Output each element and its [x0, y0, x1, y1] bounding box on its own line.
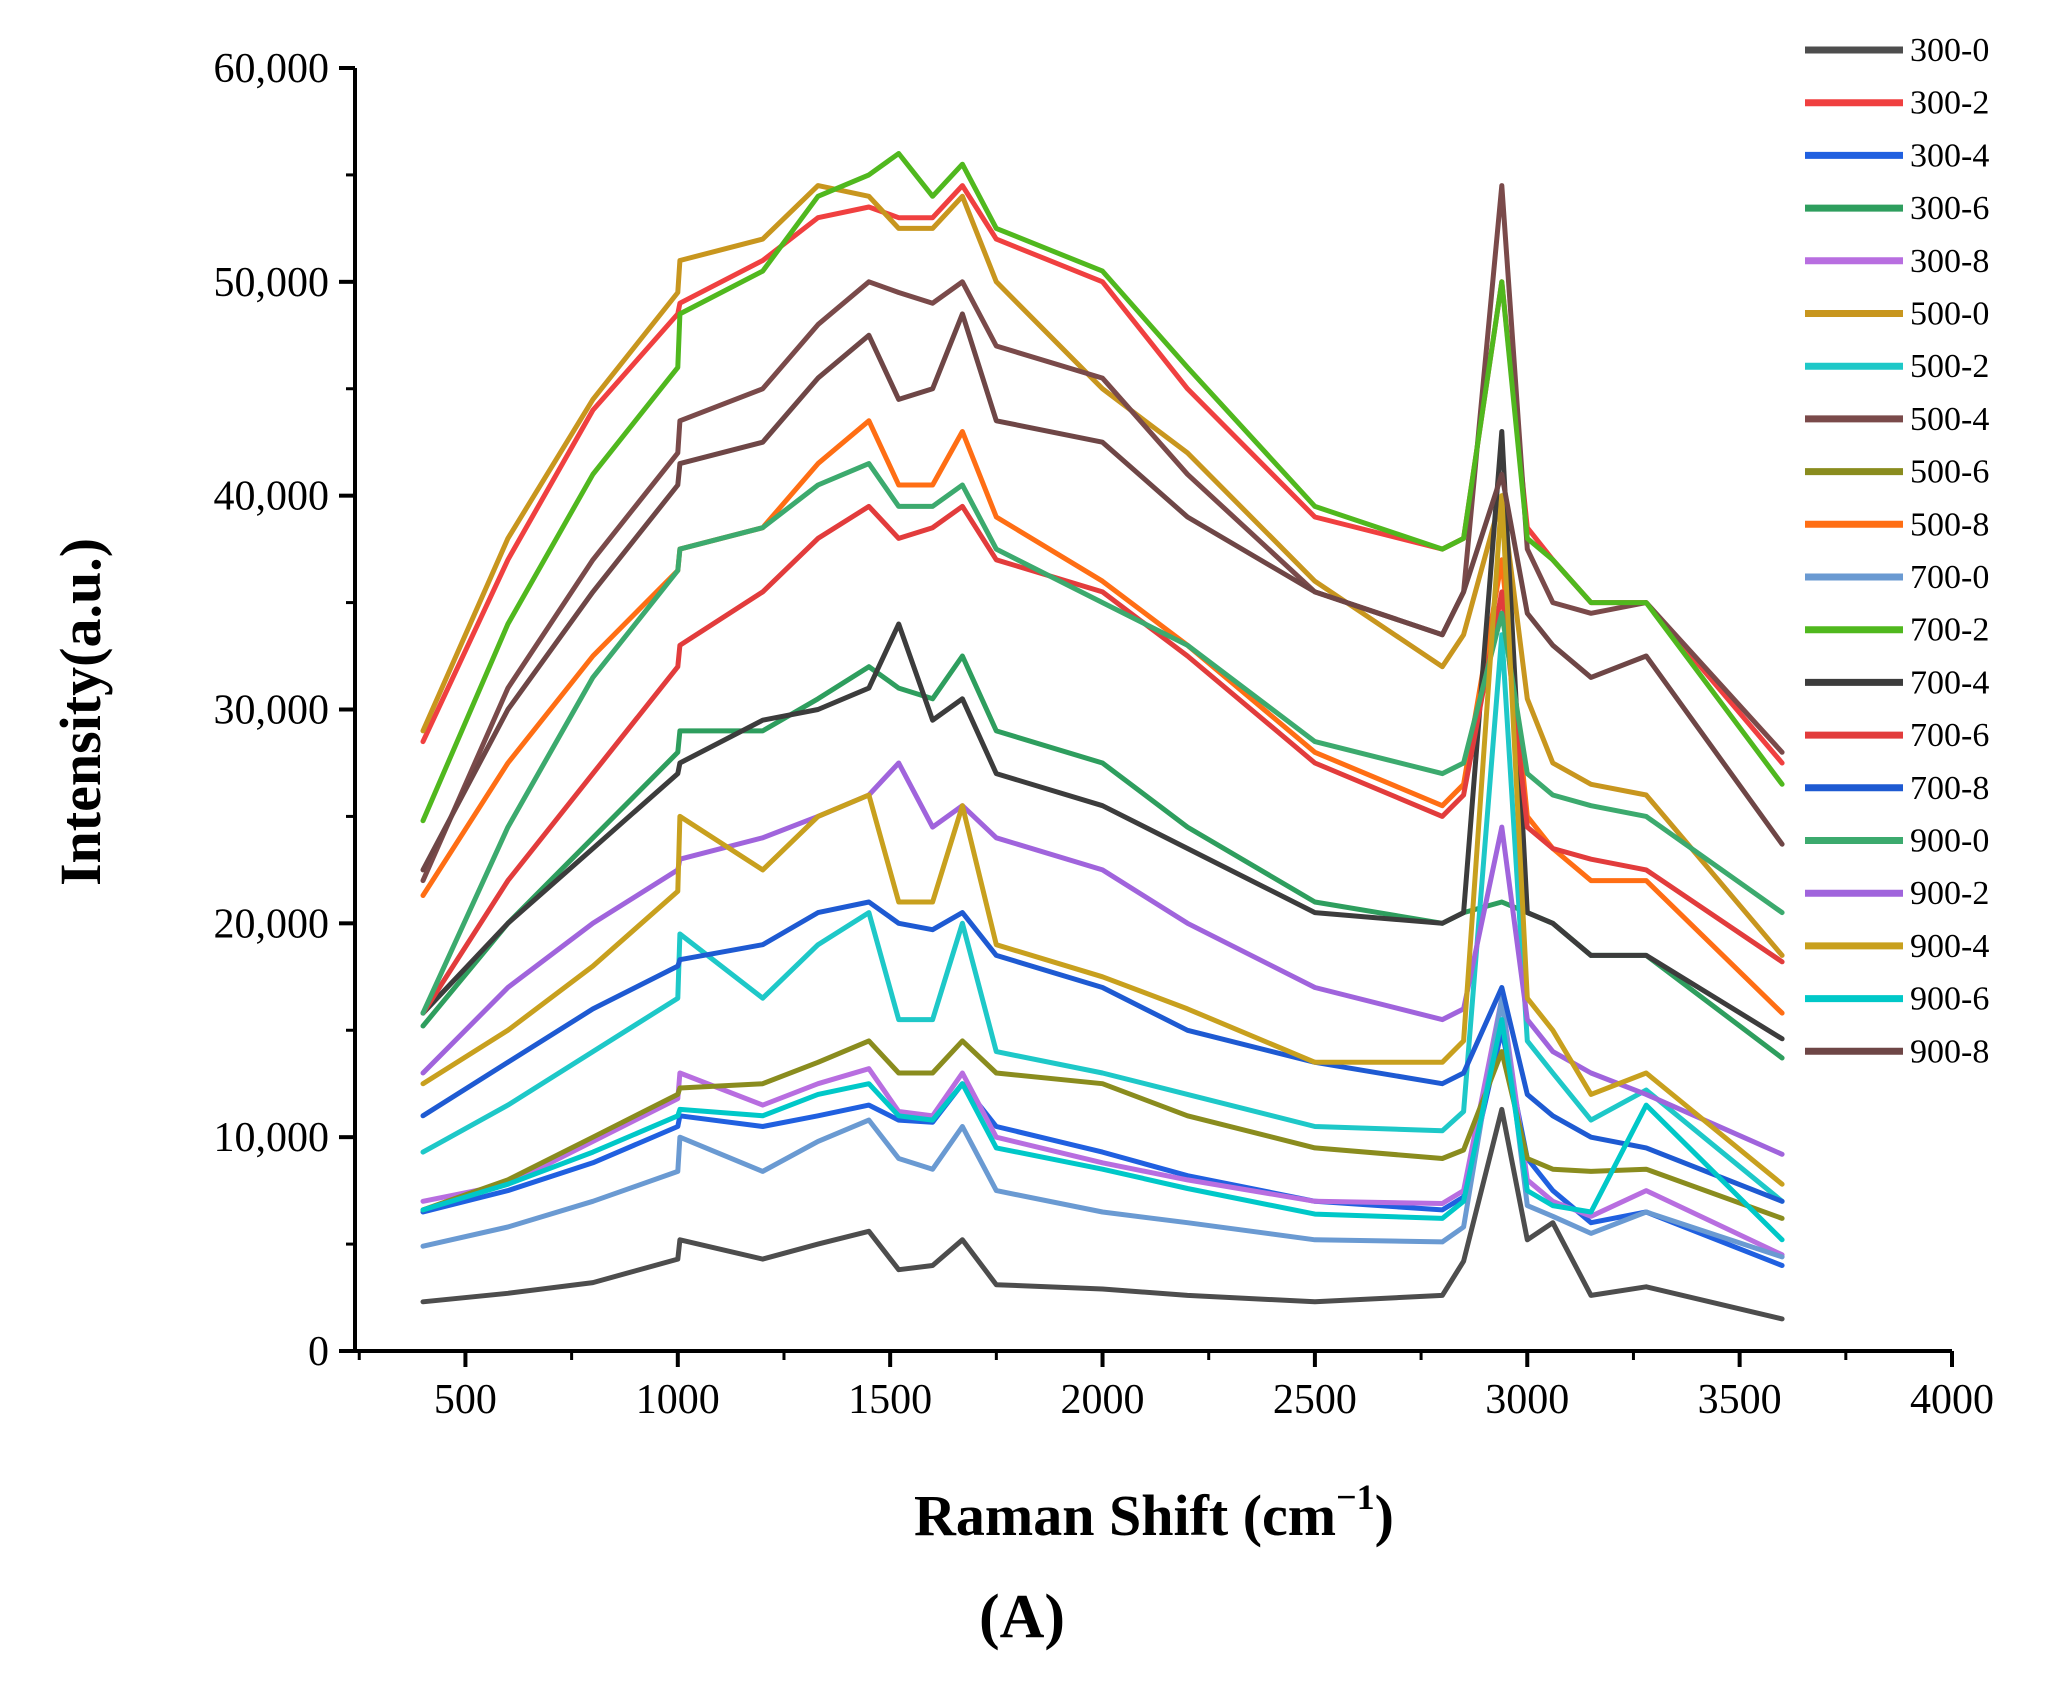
- series-line-700-6: [420, 503, 1785, 1016]
- series-line-500-6: [420, 1038, 1785, 1221]
- series-line-900-6: [420, 1017, 1785, 1243]
- series-line-500-8: [420, 418, 1785, 1016]
- x-tick-label: 3500: [1698, 1377, 1782, 1423]
- series-line-900-4: [420, 493, 1785, 1187]
- legend-label-300-8: 300-8: [1910, 243, 1989, 280]
- x-tick-label: 500: [434, 1377, 497, 1423]
- y-axis-title: Intensity(a.u.): [48, 538, 113, 886]
- legend-label-900-6: 900-6: [1910, 981, 1989, 1018]
- series-line-700-8: [420, 899, 1785, 1204]
- x-tick-label: 4000: [1910, 1377, 1994, 1423]
- y-tick-label: 40,000: [214, 474, 330, 520]
- legend-label-300-0: 300-0: [1910, 32, 1989, 69]
- legend-label-700-2: 700-2: [1910, 612, 1989, 649]
- y-tick-label: 50,000: [214, 260, 330, 306]
- series-line-300-0: [420, 1106, 1785, 1322]
- x-tick-label: 2000: [1061, 1377, 1145, 1423]
- y-tick-label: 10,000: [214, 1115, 330, 1161]
- series-line-700-4: [420, 429, 1785, 1042]
- series-line-500-2: [420, 632, 1785, 1204]
- legend-label-300-2: 300-2: [1910, 85, 1989, 122]
- legend-label-700-8: 700-8: [1910, 770, 1989, 807]
- panel-label: (A): [979, 1583, 1065, 1651]
- legend-label-300-6: 300-6: [1910, 190, 1989, 227]
- series-line-900-8: [420, 311, 1785, 873]
- y-tick-label: 0: [308, 1329, 329, 1375]
- series-line-300-8: [420, 995, 1785, 1258]
- x-axis-title-superscript: −1: [1336, 1477, 1375, 1517]
- x-axis-title: Raman Shift (cm−1): [914, 1477, 1394, 1548]
- legend-label-500-4: 500-4: [1910, 401, 1989, 438]
- legend-label-900-2: 900-2: [1910, 875, 1989, 912]
- series-line-300-2: [420, 183, 1785, 766]
- x-axis-title-close: ): [1375, 1483, 1394, 1548]
- legend-label-700-0: 700-0: [1910, 559, 1989, 596]
- x-ticks-group: 500 1000 1500 2000 2500 3000 3500 4000: [357, 1351, 1994, 1423]
- y-tick-label: 20,000: [214, 901, 330, 947]
- legend-label-900-8: 900-8: [1910, 1033, 1989, 1070]
- series-line-900-0: [420, 461, 1785, 1016]
- series-line-700-2: [420, 151, 1785, 824]
- legend-label-700-6: 700-6: [1910, 717, 1989, 754]
- x-tick-label: 2500: [1273, 1377, 1357, 1423]
- legend-label-500-0: 500-0: [1910, 296, 1989, 333]
- legend-label-900-4: 900-4: [1910, 928, 1989, 965]
- x-tick-label: 1500: [848, 1377, 932, 1423]
- legend-label-900-0: 900-0: [1910, 823, 1989, 860]
- x-tick-label: 3000: [1485, 1377, 1569, 1423]
- series-line-700-0: [420, 995, 1785, 1260]
- series-line-500-0: [420, 183, 1785, 958]
- series-line-300-4: [420, 1027, 1785, 1268]
- legend-label-500-8: 500-8: [1910, 506, 1989, 543]
- y-ticks-group: 0 10,000 20,000 30,000 40,000 50,000 60,000: [214, 46, 355, 1375]
- x-tick-label: 1000: [636, 1377, 720, 1423]
- series-line-500-4: [420, 183, 1785, 884]
- y-tick-label: 30,000: [214, 688, 330, 734]
- legend: 300-0 300-2 300-4 300-6 300-8 500-0 500-2 500-4…: [1805, 32, 1989, 1070]
- legend-label-300-4: 300-4: [1910, 137, 1989, 174]
- x-axis-title-main: Raman Shift (cm: [914, 1483, 1336, 1548]
- legend-label-500-6: 500-6: [1910, 454, 1989, 491]
- legend-label-500-2: 500-2: [1910, 348, 1989, 385]
- legend-label-700-4: 700-4: [1910, 664, 1989, 701]
- y-tick-label: 60,000: [214, 46, 330, 92]
- series-lines-group: [420, 151, 1785, 1322]
